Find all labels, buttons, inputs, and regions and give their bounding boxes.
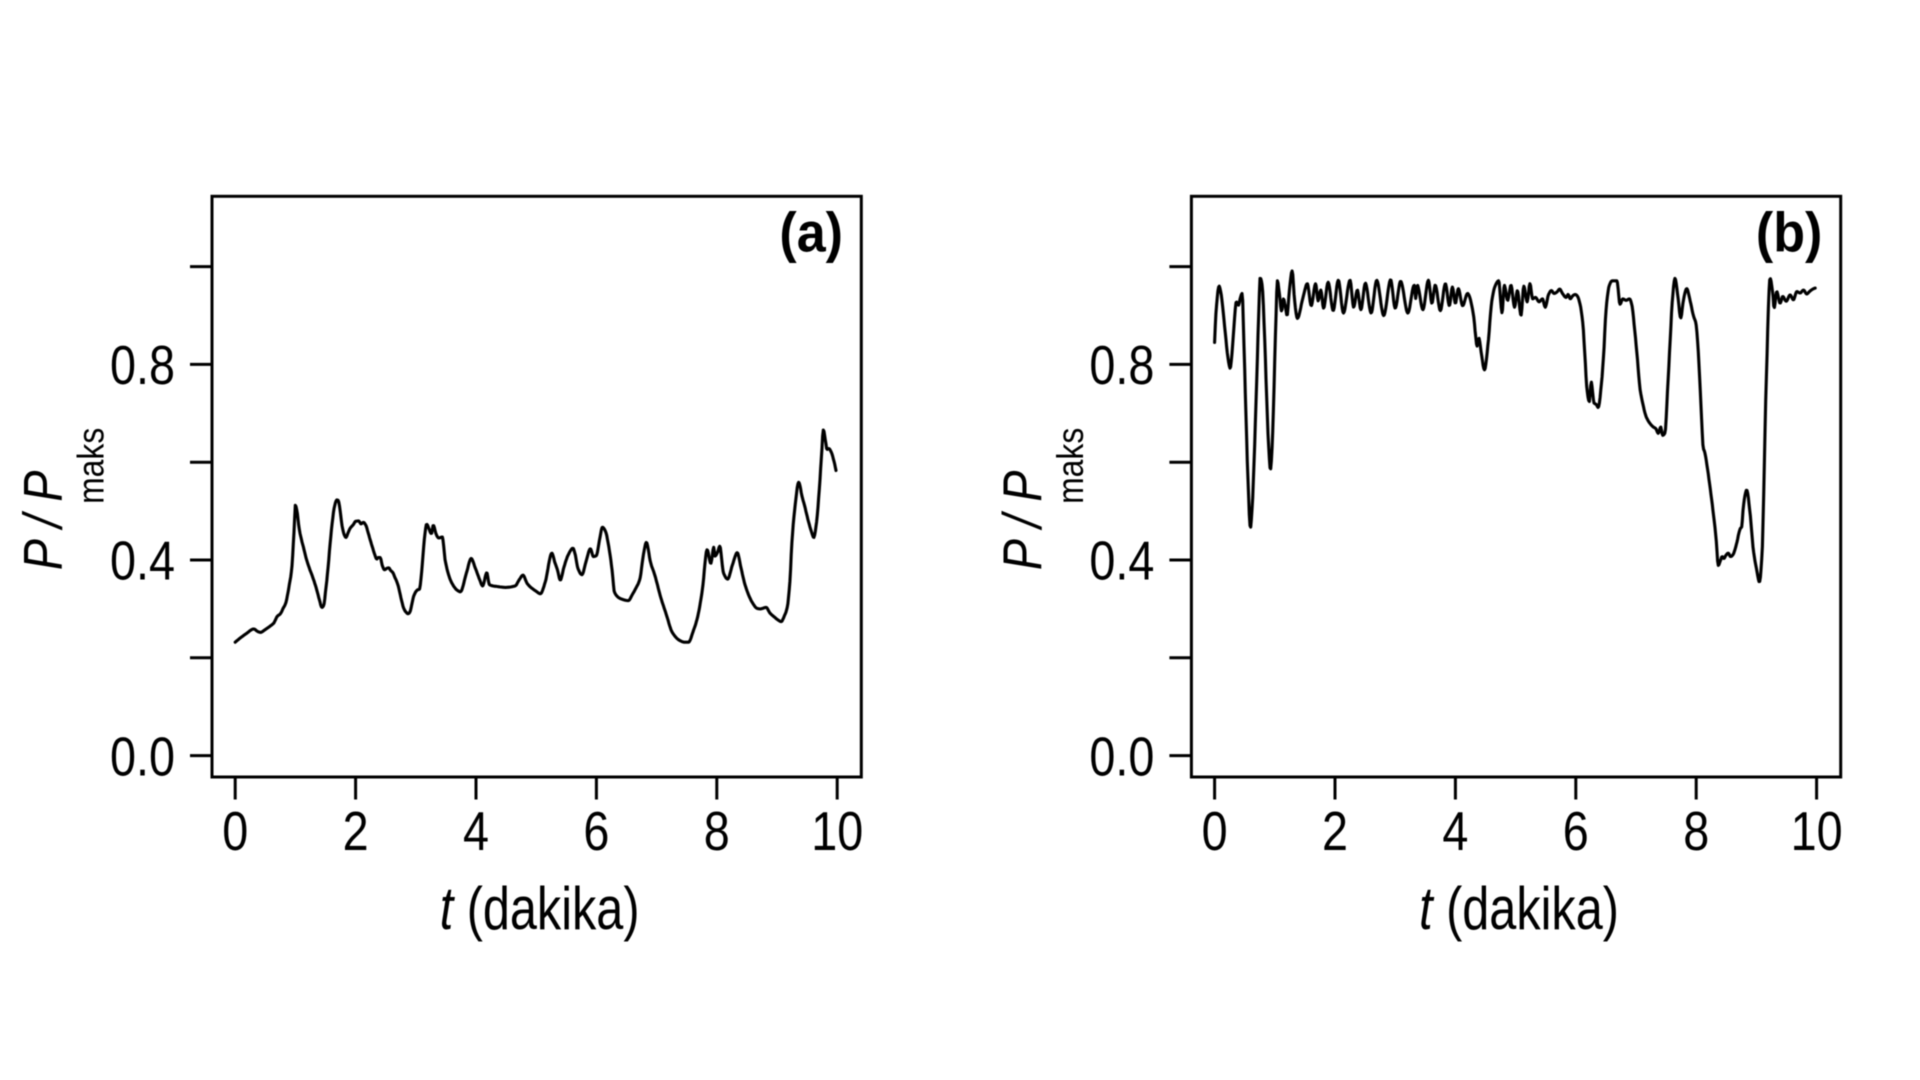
svg-text:2: 2 <box>1322 800 1348 861</box>
svg-text:0.8: 0.8 <box>1089 335 1154 396</box>
svg-text:(a): (a) <box>779 202 843 264</box>
svg-text:10: 10 <box>1791 800 1843 861</box>
svg-text:8: 8 <box>704 800 730 861</box>
svg-text:maks: maks <box>1049 428 1091 504</box>
svg-text:4: 4 <box>1442 800 1468 861</box>
svg-text:4: 4 <box>463 800 489 861</box>
svg-text:t (dakika): t (dakika) <box>440 875 640 942</box>
svg-text:0: 0 <box>1202 800 1228 861</box>
svg-text:0.0: 0.0 <box>110 726 175 787</box>
svg-text:0: 0 <box>222 800 248 861</box>
svg-text:8: 8 <box>1683 800 1709 861</box>
svg-text:0.4: 0.4 <box>1089 530 1154 591</box>
svg-text:(b): (b) <box>1756 202 1822 264</box>
svg-text:P / P: P / P <box>12 471 73 571</box>
svg-text:maks: maks <box>70 428 112 504</box>
svg-text:P / P: P / P <box>991 471 1052 571</box>
svg-text:t (dakika): t (dakika) <box>1419 875 1619 942</box>
svg-text:6: 6 <box>583 800 609 861</box>
svg-text:0.4: 0.4 <box>110 530 175 591</box>
svg-text:6: 6 <box>1563 800 1589 861</box>
svg-text:2: 2 <box>343 800 369 861</box>
svg-text:10: 10 <box>811 800 863 861</box>
svg-text:0.0: 0.0 <box>1089 726 1154 787</box>
svg-text:0.8: 0.8 <box>110 335 175 396</box>
